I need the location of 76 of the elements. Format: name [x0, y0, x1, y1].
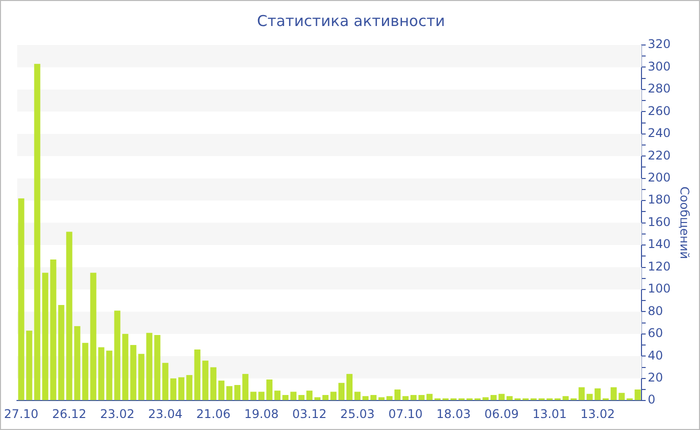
x-tick-label: 21.06	[196, 406, 231, 421]
bar	[234, 385, 240, 400]
y-tick-label: 20	[648, 370, 663, 384]
y-tick-label: 180	[648, 192, 671, 207]
bar	[306, 390, 312, 400]
y-tick-label: 160	[648, 214, 671, 229]
bar	[266, 379, 272, 400]
bar	[402, 396, 409, 400]
bar	[186, 375, 192, 400]
bar	[338, 382, 345, 400]
bar	[258, 392, 264, 400]
bar	[194, 349, 200, 400]
x-tick-label: 25.03	[340, 406, 375, 421]
bar	[226, 386, 232, 400]
bar	[330, 392, 337, 400]
bar	[250, 392, 256, 400]
y-tick-label: 120	[648, 259, 671, 274]
bar	[346, 374, 353, 400]
y-tick-label: 240	[648, 126, 671, 140]
y-tick-label: 260	[648, 104, 671, 118]
bar	[282, 395, 288, 400]
bar	[610, 387, 617, 400]
y-tick-label: 100	[648, 282, 671, 296]
y-tick-label: 200	[648, 170, 671, 184]
x-tick-label: 06.09	[484, 406, 519, 421]
bar	[562, 396, 569, 400]
y-tick-label: 80	[648, 304, 663, 318]
bar	[322, 395, 329, 400]
bar	[490, 395, 497, 400]
y-axis-title: Сообщений	[678, 186, 692, 260]
x-tick-label: 18.03	[436, 406, 471, 421]
bar	[354, 392, 361, 400]
x-tick-label: 13.01	[532, 406, 567, 421]
x-tick-label: 23.02	[100, 406, 134, 421]
x-tick-label: 19.08	[244, 406, 279, 421]
bar	[578, 387, 585, 400]
bar	[146, 332, 152, 400]
bar	[290, 392, 296, 400]
bar	[210, 367, 216, 400]
bar	[242, 374, 248, 400]
bar	[410, 395, 417, 400]
y-tick-label: 280	[648, 82, 671, 96]
bar	[162, 362, 168, 400]
bar	[586, 394, 593, 400]
bar	[274, 390, 280, 400]
bar	[362, 396, 369, 400]
x-tick-label: 26.12	[52, 406, 86, 421]
x-tick-label: 03.12	[292, 406, 327, 421]
bar	[594, 388, 601, 400]
bar	[154, 335, 160, 400]
bar	[370, 395, 377, 400]
chart-title: Статистика активности	[257, 12, 445, 30]
y-tick-label: 40	[648, 348, 663, 362]
x-tick-label: 23.04	[148, 406, 183, 421]
bar	[426, 394, 433, 400]
bar	[618, 392, 625, 400]
bar	[418, 395, 425, 400]
y-tick-label: 60	[648, 326, 663, 340]
bar	[498, 394, 505, 400]
bar	[386, 396, 393, 400]
y-tick-label: 220	[648, 148, 671, 162]
y-tick-label: 300	[648, 59, 671, 74]
bar	[506, 396, 513, 400]
bar	[202, 360, 208, 400]
y-tick-label: 0	[648, 392, 656, 407]
bar	[634, 389, 641, 400]
bar	[394, 389, 401, 400]
bar	[178, 377, 184, 400]
bar	[218, 380, 224, 400]
bar	[170, 378, 176, 400]
y-tick-label: 320	[648, 37, 671, 52]
bar	[298, 395, 304, 400]
x-tick-label: 27.10	[4, 406, 38, 421]
y-tick-label: 140	[648, 237, 671, 252]
x-tick-label: 13.02	[580, 406, 615, 421]
x-tick-label: 07.10	[388, 406, 423, 421]
